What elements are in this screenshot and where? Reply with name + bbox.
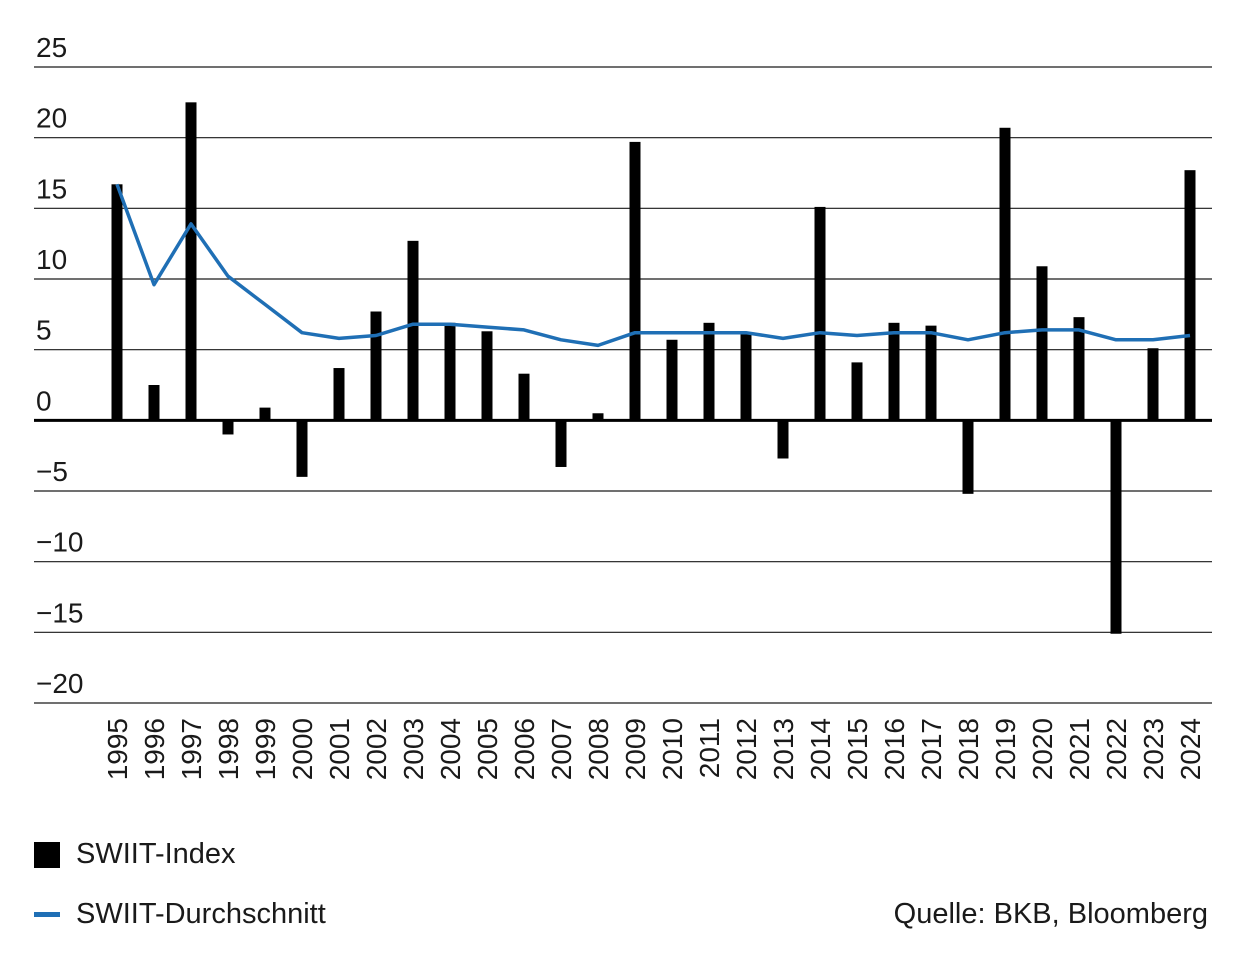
source-note: Quelle: BKB, Bloomberg [893, 898, 1208, 930]
legend-swatch-average [34, 912, 60, 917]
bar-1997 [185, 102, 197, 421]
x-tick-label: 2008 [583, 718, 614, 780]
x-tick-label: 2013 [768, 718, 799, 780]
bar-2023 [1147, 348, 1159, 421]
bar-2020 [1036, 266, 1048, 421]
legend-label-index: SWIIT-Index [76, 838, 236, 870]
x-tick-label: 1998 [213, 718, 244, 780]
average-line [115, 183, 1191, 348]
x-tick-label: 2023 [1138, 718, 1169, 780]
bar-2015 [851, 362, 863, 421]
bar-2024 [1184, 170, 1196, 421]
x-tick-label: 2012 [731, 718, 762, 780]
bar-2018 [962, 420, 974, 494]
bar-2002 [370, 311, 382, 421]
x-tick-label: 2019 [990, 718, 1021, 780]
x-tick-label: 2016 [879, 718, 910, 780]
x-tick-label: 2014 [805, 718, 836, 780]
bar-1995 [111, 184, 123, 421]
bar-2004 [444, 322, 456, 421]
x-tick-label: 2004 [435, 718, 466, 780]
bar-2008 [592, 413, 604, 421]
bar-2000 [296, 420, 308, 477]
bar-2013 [777, 420, 789, 459]
x-tick-label: 2005 [472, 718, 503, 780]
legend-swatch-index [34, 841, 60, 868]
y-tick-label: −15 [36, 597, 84, 628]
bar-2003 [407, 240, 419, 421]
x-tick-label: 2011 [694, 718, 725, 778]
y-tick-label: 10 [36, 244, 67, 275]
x-tick-label: 2007 [546, 718, 577, 780]
bar-2014 [814, 206, 826, 421]
x-tick-label: 2024 [1175, 718, 1206, 780]
x-tick-label: 1996 [139, 718, 170, 780]
legend-label-average: SWIIT-Durchschnitt [76, 898, 326, 930]
y-tick-label: 20 [36, 103, 67, 134]
y-tick-label: 25 [36, 32, 67, 63]
bar-2019 [999, 127, 1011, 421]
y-tick-label: 15 [36, 173, 67, 204]
bar-2007 [555, 420, 567, 467]
bar-2009 [629, 141, 641, 421]
x-tick-label: 2000 [287, 718, 318, 780]
legend-item-index: SWIIT-Index [34, 838, 236, 871]
gridlines [34, 66, 1212, 704]
x-tick-label: 2021 [1064, 718, 1095, 780]
bar-2021 [1073, 317, 1085, 421]
x-tick-label: 2003 [398, 718, 429, 780]
bar-2011 [703, 322, 715, 421]
bar-2005 [481, 331, 493, 421]
x-tick-label: 2010 [657, 718, 688, 780]
bar-1996 [148, 385, 160, 421]
bar-1999 [259, 407, 271, 421]
bar-2017 [925, 325, 937, 421]
x-tick-label: 2018 [953, 718, 984, 780]
x-tick-label: 2002 [361, 718, 392, 780]
x-tick-label: 2006 [509, 718, 540, 780]
x-tick-label: 2001 [324, 718, 355, 780]
x-tick-label: 2015 [842, 718, 873, 780]
bars [111, 102, 1196, 634]
x-tick-label: 2022 [1101, 718, 1132, 780]
x-tick-label: 2020 [1027, 718, 1058, 780]
bar-2006 [518, 373, 530, 421]
bar-1998 [222, 420, 234, 435]
x-tick-labels: 1995 1996 1997 1998 1999 2000 2001 2002 2003 2004… [102, 718, 1206, 780]
x-tick-label: 1997 [176, 718, 207, 780]
y-tick-label: −10 [36, 527, 84, 558]
legend-item-average: SWIIT-Durchschnitt [34, 898, 326, 931]
x-tick-label: 2017 [916, 718, 947, 780]
y-tick-label: −20 [36, 668, 84, 699]
average-series-line [115, 183, 1191, 348]
bar-2001 [333, 368, 345, 421]
bar-2012 [740, 332, 752, 421]
x-tick-label: 1999 [250, 718, 281, 780]
bar-2016 [888, 322, 900, 421]
y-tick-labels: 25 20 15 10 5 0 −5 −10 −15 −20 [36, 32, 84, 699]
y-tick-label: 0 [36, 385, 52, 416]
bar-2010 [666, 339, 678, 421]
bar-2022 [1110, 420, 1122, 634]
x-tick-label: 1995 [102, 718, 133, 780]
y-tick-label: 5 [36, 315, 52, 346]
y-tick-label: −5 [36, 456, 68, 487]
x-tick-label: 2009 [620, 718, 651, 780]
